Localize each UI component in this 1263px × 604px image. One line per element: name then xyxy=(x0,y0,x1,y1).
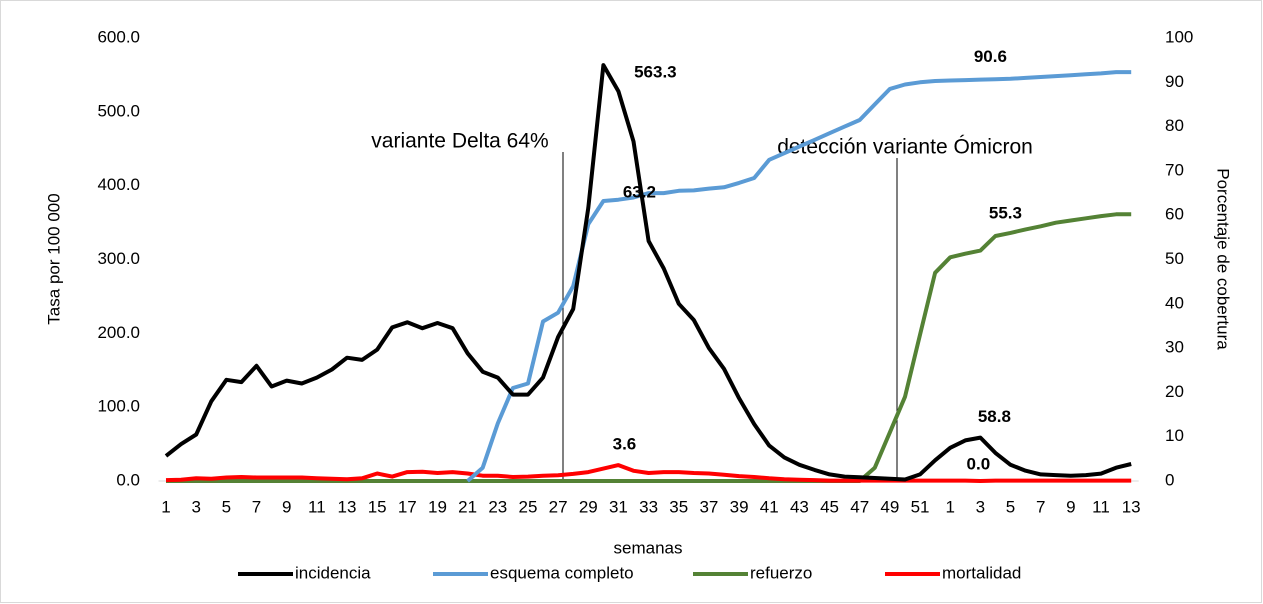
x-tick-label: 47 xyxy=(850,497,869,516)
data-label: 0.0 xyxy=(967,454,991,473)
y-tick-label: 0.0 xyxy=(116,470,140,489)
x-tick-label: 1 xyxy=(161,497,170,516)
data-label: 55.3 xyxy=(989,204,1022,223)
x-tick-label: 37 xyxy=(699,497,718,516)
x-tick-label: 7 xyxy=(252,497,261,516)
y-tick-label: 500.0 xyxy=(97,101,140,120)
y-axis-label: Tasa por 100 000 xyxy=(44,193,63,324)
x-tick-label: 9 xyxy=(282,497,291,516)
x-tick-label: 11 xyxy=(308,497,326,516)
y-tick-label: 300.0 xyxy=(97,249,140,268)
x-tick-label: 1 xyxy=(945,497,954,516)
x-tick-label: 3 xyxy=(976,497,985,516)
x-axis-label: semanas xyxy=(614,538,683,557)
x-tick-label: 29 xyxy=(579,497,598,516)
data-label: 58.8 xyxy=(978,407,1011,426)
data-label: 90.6 xyxy=(974,47,1007,66)
x-tick-label: 13 xyxy=(1122,497,1141,516)
y2-tick-label: 20 xyxy=(1165,382,1184,401)
x-tick-label: 41 xyxy=(760,497,779,516)
x-tick-label: 25 xyxy=(518,497,537,516)
y2-tick-label: 60 xyxy=(1165,205,1184,224)
x-tick-label: 5 xyxy=(1006,497,1015,516)
x-tick-label: 7 xyxy=(1036,497,1045,516)
legend-label: refuerzo xyxy=(750,563,812,582)
x-tick-label: 19 xyxy=(428,497,447,516)
legend-label: esquema completo xyxy=(490,563,634,582)
x-tick-label: 9 xyxy=(1066,497,1075,516)
y2-axis-label: Porcentaje de cobertura xyxy=(1214,168,1233,350)
x-tick-label: 5 xyxy=(222,497,231,516)
x-tick-label: 35 xyxy=(669,497,688,516)
legend-label: incidencia xyxy=(295,563,371,582)
x-tick-label: 31 xyxy=(609,497,628,516)
y2-tick-label: 10 xyxy=(1165,426,1184,445)
series-line xyxy=(165,463,1132,483)
y-tick-label: 600.0 xyxy=(97,27,140,46)
annotation: variante Delta 64% xyxy=(371,130,548,153)
y-tick-label: 400.0 xyxy=(97,175,140,194)
series-line xyxy=(164,63,1132,482)
x-tick-label: 27 xyxy=(549,497,568,516)
data-label: 63.2 xyxy=(623,183,656,202)
annotation: detección variante Ómicron xyxy=(777,136,1033,159)
x-tick-label: 45 xyxy=(820,497,839,516)
x-tick-label: 17 xyxy=(398,497,417,516)
y2-tick-label: 90 xyxy=(1165,72,1184,91)
legend-label: mortalidad xyxy=(942,563,1021,582)
y2-tick-label: 80 xyxy=(1165,116,1184,135)
x-tick-label: 39 xyxy=(730,497,749,516)
series-line xyxy=(166,212,1132,483)
y2-tick-label: 50 xyxy=(1165,249,1184,268)
y-tick-label: 100.0 xyxy=(97,397,140,416)
x-tick-label: 33 xyxy=(639,497,658,516)
x-tick-label: 13 xyxy=(338,497,357,516)
y-tick-label: 200.0 xyxy=(97,323,140,342)
x-tick-label: 43 xyxy=(790,497,809,516)
x-tick-label: 3 xyxy=(191,497,200,516)
y2-tick-label: 0 xyxy=(1165,470,1174,489)
data-label: 3.6 xyxy=(613,435,637,454)
x-tick-label: 23 xyxy=(488,497,507,516)
x-tick-label: 51 xyxy=(911,497,930,516)
y2-tick-label: 40 xyxy=(1165,293,1184,312)
data-label: 563.3 xyxy=(634,63,677,82)
y2-tick-label: 70 xyxy=(1165,160,1184,179)
x-tick-label: 49 xyxy=(880,497,899,516)
y2-tick-label: 100 xyxy=(1165,27,1193,46)
x-tick-label: 21 xyxy=(458,497,477,516)
y2-tick-label: 30 xyxy=(1165,338,1184,357)
x-tick-label: 11 xyxy=(1092,497,1110,516)
x-tick-label: 15 xyxy=(368,497,387,516)
